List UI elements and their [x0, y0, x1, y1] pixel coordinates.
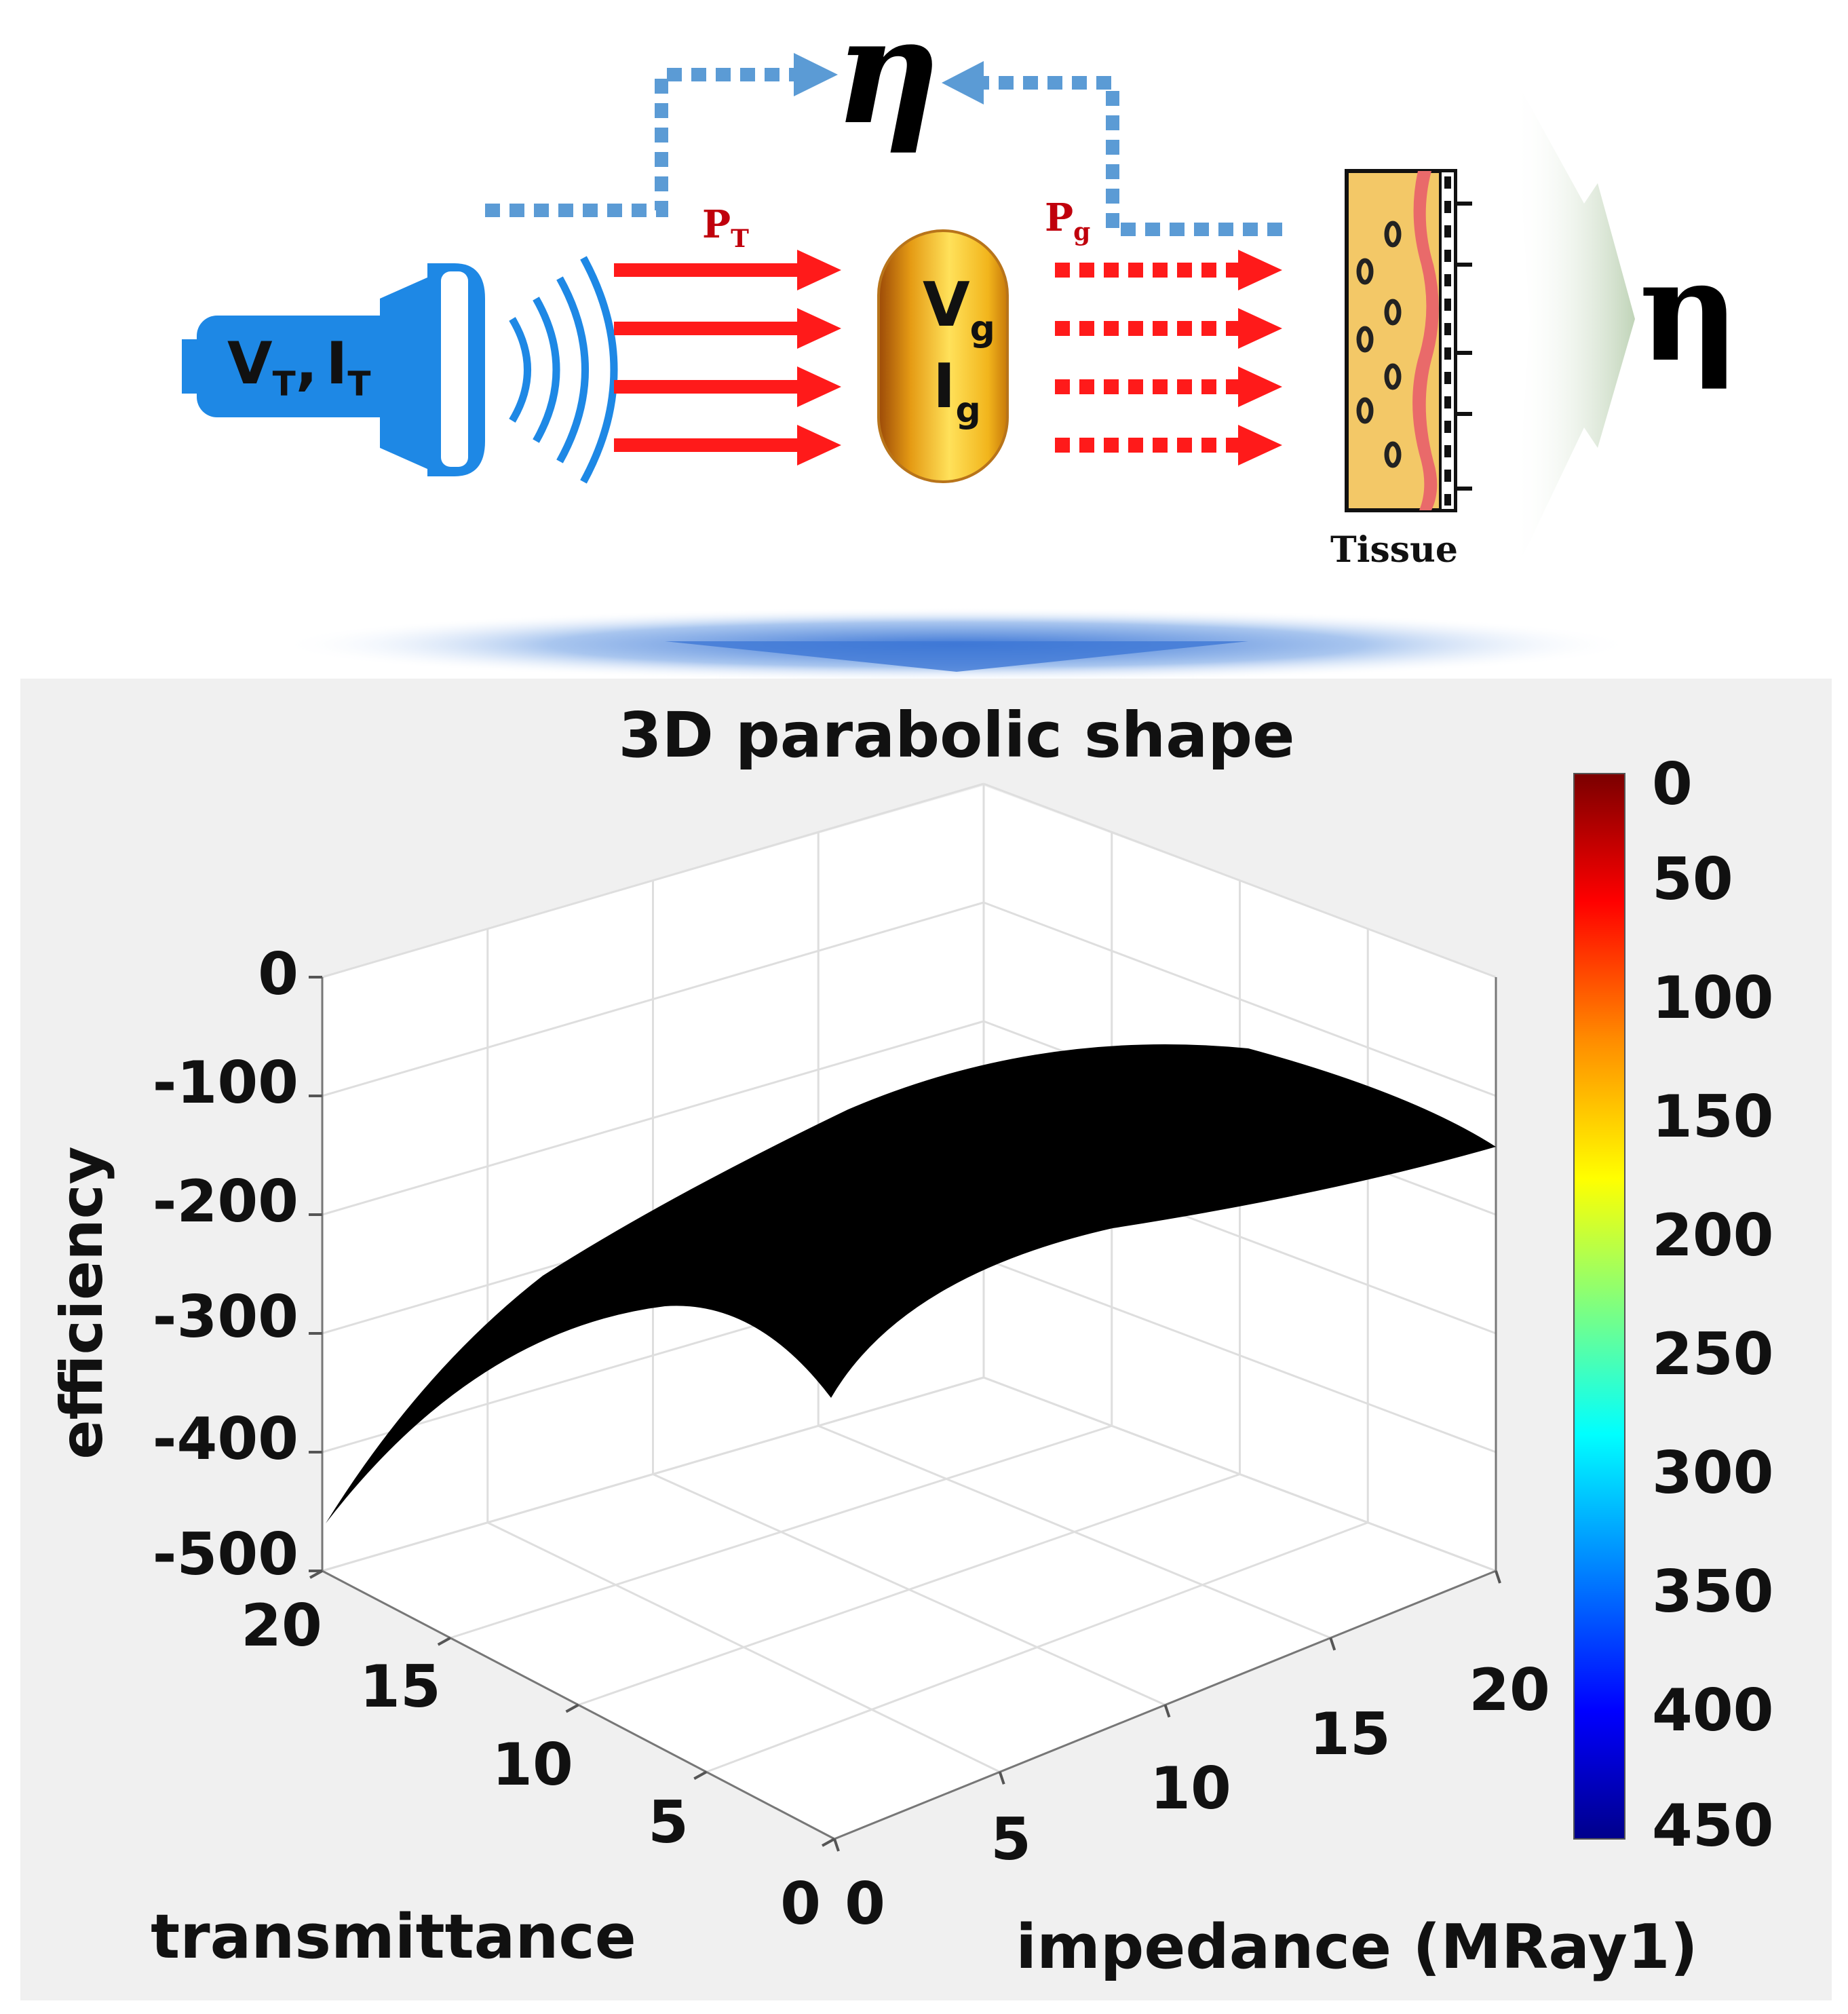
z-tick-label: -200 — [153, 1168, 299, 1236]
y-axis-label: transmittance — [151, 1901, 636, 1973]
z-tick-label: -500 — [153, 1521, 299, 1589]
transmitted-power-arrows — [614, 250, 841, 466]
x-tick-label: 20 — [1469, 1656, 1550, 1724]
feedback-arrowhead-left — [794, 53, 838, 96]
eta-right: η — [1638, 230, 1739, 393]
pg-label: Pg — [1045, 195, 1090, 246]
transducer-label: VT, IT — [227, 330, 370, 404]
x-axis-label: impedance (MRay1) — [1016, 1912, 1697, 1983]
pt-label: PT — [702, 202, 749, 253]
grid-line — [983, 1376, 1497, 1572]
z-tick-labels: 0 -100 -200 -300 -400 -500 — [153, 940, 299, 1589]
colorbar-tick-label: 0 — [1652, 750, 1693, 818]
feedback-arrow-right — [984, 76, 1282, 236]
capsule-i-label: Ig — [933, 351, 981, 431]
z-tick-label: -400 — [153, 1405, 299, 1473]
colorbar-tick-label: 250 — [1652, 1320, 1774, 1388]
tissue-block: Tissue — [1330, 169, 1472, 571]
x-tick — [998, 1771, 1005, 1785]
x-tick-label: 15 — [1309, 1700, 1391, 1768]
implant-capsule: Vg Ig — [877, 229, 1009, 483]
x-tick — [1495, 1570, 1501, 1584]
z-axis-label: efficiency — [48, 1146, 116, 1459]
colorbar-tick-label: 300 — [1652, 1439, 1774, 1507]
y-tick-label: 0 — [780, 1870, 821, 1938]
grid-line — [578, 1473, 1240, 1706]
received-power-arrows — [1055, 263, 1238, 453]
y-tick — [309, 1570, 323, 1579]
z-tick-label: 0 — [258, 940, 299, 1008]
grid-line — [817, 1424, 1331, 1639]
received-power-arrowheads — [1238, 250, 1282, 466]
grid-line — [983, 782, 1497, 978]
bridge-arrow-tip — [665, 641, 1248, 672]
feedback-arrow-left — [485, 68, 794, 217]
x-tick-label: 5 — [990, 1806, 1031, 1874]
y-tick-label: 15 — [360, 1653, 441, 1721]
y-tick — [822, 1838, 835, 1847]
chart-panel: 3D parabolic shape 0 -100 -200 -300 -400… — [20, 679, 1832, 2000]
system-diagram: η VT, IT PT — [182, 0, 1740, 682]
colorbar-tick-label: 50 — [1652, 846, 1733, 913]
tissue-label: Tissue — [1330, 529, 1458, 571]
chart-title: 3D parabolic shape — [618, 699, 1294, 772]
x-tick-label: 0 — [845, 1870, 885, 1938]
grid-line — [322, 1376, 984, 1572]
axis-ticks — [309, 976, 1501, 1852]
colorbar-tick-label: 450 — [1652, 1792, 1774, 1860]
x-tick — [833, 1838, 840, 1852]
grid-line — [983, 901, 1497, 1097]
grid-line — [322, 901, 984, 1097]
y-tick — [565, 1703, 579, 1713]
y-tick-label: 20 — [241, 1592, 322, 1660]
grid-line — [322, 1020, 984, 1216]
colorbar-tick-label: 100 — [1652, 964, 1774, 1032]
y-tick-label: 5 — [648, 1789, 689, 1857]
feedback-arrowhead-right — [942, 61, 984, 104]
z-tick-label: -100 — [153, 1049, 299, 1117]
colorbar-tick-label: 350 — [1652, 1558, 1774, 1626]
x-tick-labels: 0 5 10 15 20 — [845, 1656, 1550, 1938]
sound-waves — [509, 256, 618, 484]
y-tick — [437, 1637, 451, 1646]
capsule-v-label: Vg — [923, 269, 995, 349]
grid-line — [983, 1257, 1497, 1454]
grid-line — [322, 782, 984, 978]
colorbar-tick-label: 150 — [1652, 1083, 1774, 1151]
grid-line — [706, 1521, 1368, 1773]
colorbar-tick-label: 200 — [1652, 1202, 1774, 1270]
eta-top: η — [834, 0, 940, 157]
x-tick-label: 10 — [1150, 1755, 1231, 1823]
z-tick-label: -300 — [153, 1283, 299, 1351]
x-tick — [1163, 1704, 1171, 1718]
output-arrow — [1513, 75, 1635, 577]
x-tick — [1329, 1637, 1336, 1651]
colorbar-tick-labels: 0 50 100 150 200 250 300 350 400 450 — [1652, 750, 1774, 1860]
colorbar — [1573, 773, 1625, 1840]
efficiency-surface — [326, 1044, 1496, 1523]
y-tick-labels: 20 15 10 5 0 — [241, 1592, 821, 1938]
transducer: VT, IT — [182, 263, 485, 476]
y-tick-label: 10 — [492, 1731, 573, 1799]
colorbar-tick-label: 400 — [1652, 1677, 1774, 1745]
y-tick — [693, 1770, 708, 1780]
